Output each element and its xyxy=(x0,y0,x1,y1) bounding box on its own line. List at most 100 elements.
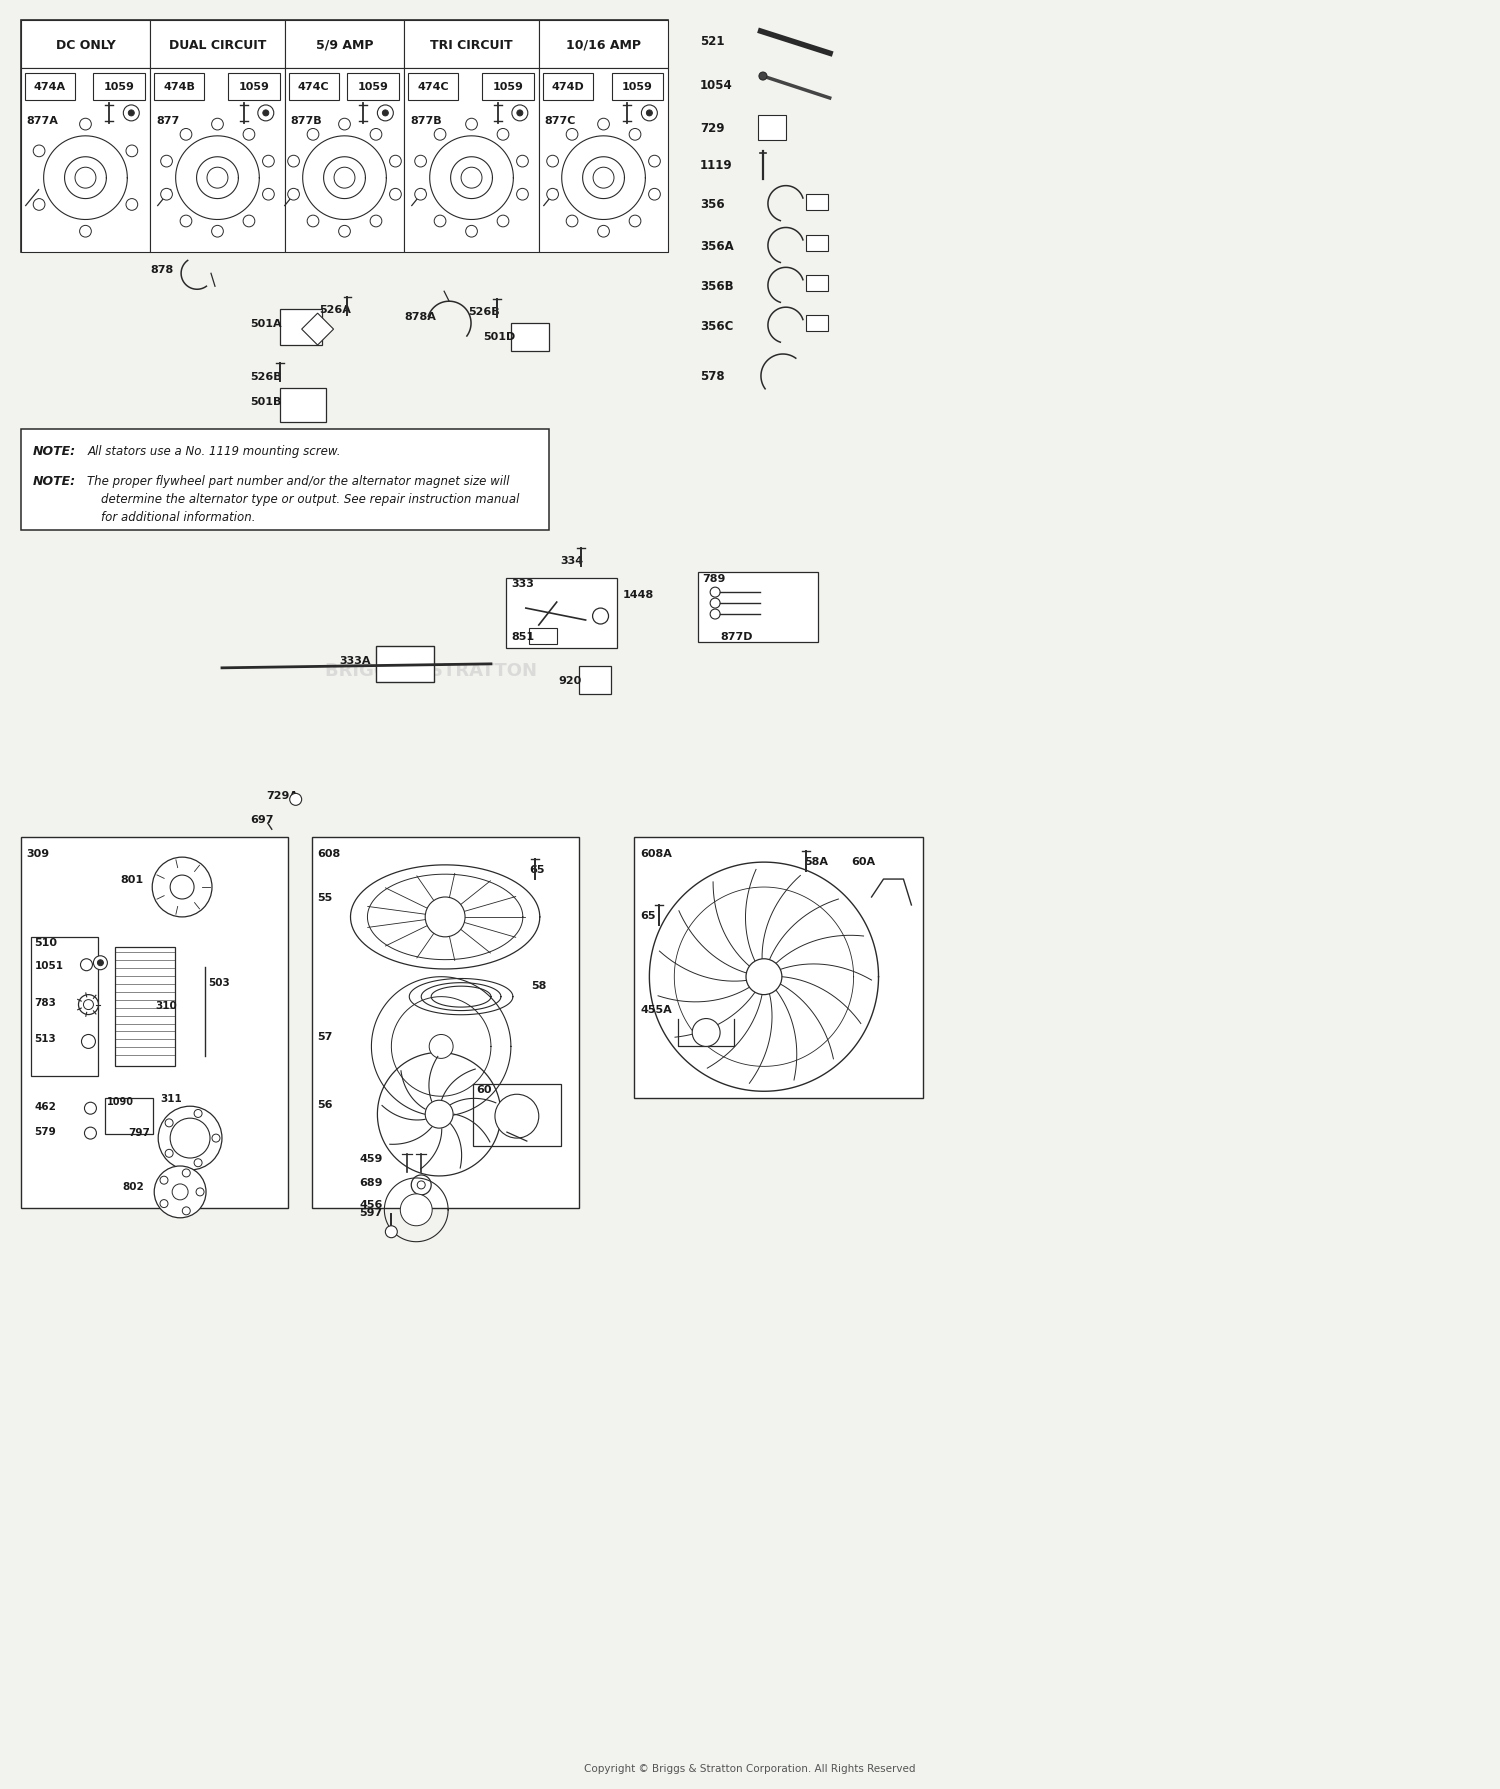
Circle shape xyxy=(429,1034,453,1059)
Circle shape xyxy=(262,190,274,200)
Text: 1059: 1059 xyxy=(622,82,652,91)
Circle shape xyxy=(183,1208,190,1215)
Circle shape xyxy=(98,961,104,966)
Text: 58: 58 xyxy=(531,980,546,989)
Circle shape xyxy=(211,1134,220,1143)
Text: 1119: 1119 xyxy=(700,159,734,172)
Circle shape xyxy=(160,156,172,168)
Circle shape xyxy=(152,857,211,918)
Bar xyxy=(538,70,669,254)
Text: 877B: 877B xyxy=(291,116,322,125)
Circle shape xyxy=(160,1177,168,1184)
Text: 474D: 474D xyxy=(552,82,584,91)
Bar xyxy=(105,1098,153,1134)
Circle shape xyxy=(262,156,274,168)
Circle shape xyxy=(516,156,528,168)
Circle shape xyxy=(180,129,192,141)
Text: 356A: 356A xyxy=(700,240,734,252)
Text: 57: 57 xyxy=(318,1032,333,1041)
Text: 474C: 474C xyxy=(417,82,448,91)
Text: 334: 334 xyxy=(561,556,584,565)
Bar xyxy=(154,73,204,100)
Text: DC ONLY: DC ONLY xyxy=(56,39,116,52)
Bar xyxy=(538,21,669,70)
Text: 789: 789 xyxy=(702,574,726,583)
Bar xyxy=(405,70,538,254)
Bar xyxy=(348,73,399,100)
Polygon shape xyxy=(302,315,333,345)
Text: 579: 579 xyxy=(34,1127,57,1136)
Circle shape xyxy=(424,898,465,937)
Bar xyxy=(506,580,618,649)
Text: 1090: 1090 xyxy=(108,1097,135,1107)
Circle shape xyxy=(170,1118,210,1157)
Text: 456: 456 xyxy=(360,1199,382,1209)
Text: 65: 65 xyxy=(530,864,544,875)
Circle shape xyxy=(414,156,426,168)
Bar xyxy=(806,276,828,292)
Circle shape xyxy=(648,156,660,168)
Bar xyxy=(408,73,458,100)
Text: DUAL CIRCUIT: DUAL CIRCUIT xyxy=(170,39,266,52)
Text: 10/16 AMP: 10/16 AMP xyxy=(566,39,640,52)
Text: 309: 309 xyxy=(27,848,50,859)
Text: 877A: 877A xyxy=(27,116,58,125)
Circle shape xyxy=(126,147,138,157)
Text: 689: 689 xyxy=(360,1177,382,1188)
Circle shape xyxy=(84,1000,93,1011)
Circle shape xyxy=(496,216,508,227)
Circle shape xyxy=(80,225,92,238)
Text: The proper flywheel part number and/or the alternator magnet size will: The proper flywheel part number and/or t… xyxy=(87,474,510,488)
Bar xyxy=(279,309,321,345)
Circle shape xyxy=(170,875,194,900)
Circle shape xyxy=(424,1100,453,1129)
Circle shape xyxy=(81,1034,96,1048)
Circle shape xyxy=(288,156,300,168)
Circle shape xyxy=(194,1109,202,1118)
Bar xyxy=(24,73,75,100)
Circle shape xyxy=(207,168,228,190)
Text: 920: 920 xyxy=(558,676,582,685)
Text: 474C: 474C xyxy=(298,82,330,91)
Bar xyxy=(21,21,669,254)
Circle shape xyxy=(390,156,402,168)
Circle shape xyxy=(648,190,660,200)
Text: 729: 729 xyxy=(700,122,724,136)
Bar xyxy=(150,21,285,70)
Text: 526A: 526A xyxy=(320,304,351,315)
Text: 801: 801 xyxy=(120,875,144,884)
Circle shape xyxy=(400,1195,432,1225)
Circle shape xyxy=(378,106,393,122)
Circle shape xyxy=(126,200,138,211)
Bar xyxy=(285,21,405,70)
Bar xyxy=(806,317,828,333)
Text: determine the alternator type or output. See repair instruction manual: determine the alternator type or output.… xyxy=(102,492,520,506)
Circle shape xyxy=(93,957,108,970)
Text: 877D: 877D xyxy=(720,632,753,642)
Bar xyxy=(472,1084,561,1147)
Circle shape xyxy=(339,120,351,131)
Circle shape xyxy=(692,1020,720,1047)
Circle shape xyxy=(308,129,320,141)
Bar xyxy=(285,70,405,254)
Text: 474B: 474B xyxy=(164,82,195,91)
Text: 1448: 1448 xyxy=(622,590,654,599)
Circle shape xyxy=(382,111,388,116)
Circle shape xyxy=(370,129,382,141)
Text: 356: 356 xyxy=(700,199,724,211)
Circle shape xyxy=(414,190,426,200)
Circle shape xyxy=(411,1175,430,1195)
Text: 802: 802 xyxy=(123,1181,144,1191)
Circle shape xyxy=(496,129,508,141)
Circle shape xyxy=(80,120,92,131)
Circle shape xyxy=(597,120,609,131)
Bar xyxy=(405,21,538,70)
Text: 474A: 474A xyxy=(33,82,66,91)
Text: 503: 503 xyxy=(209,977,230,988)
Text: 311: 311 xyxy=(160,1093,182,1104)
Bar xyxy=(512,324,549,352)
Text: 510: 510 xyxy=(34,937,57,948)
Circle shape xyxy=(290,794,302,805)
Text: 878: 878 xyxy=(150,265,174,276)
Circle shape xyxy=(308,216,320,227)
